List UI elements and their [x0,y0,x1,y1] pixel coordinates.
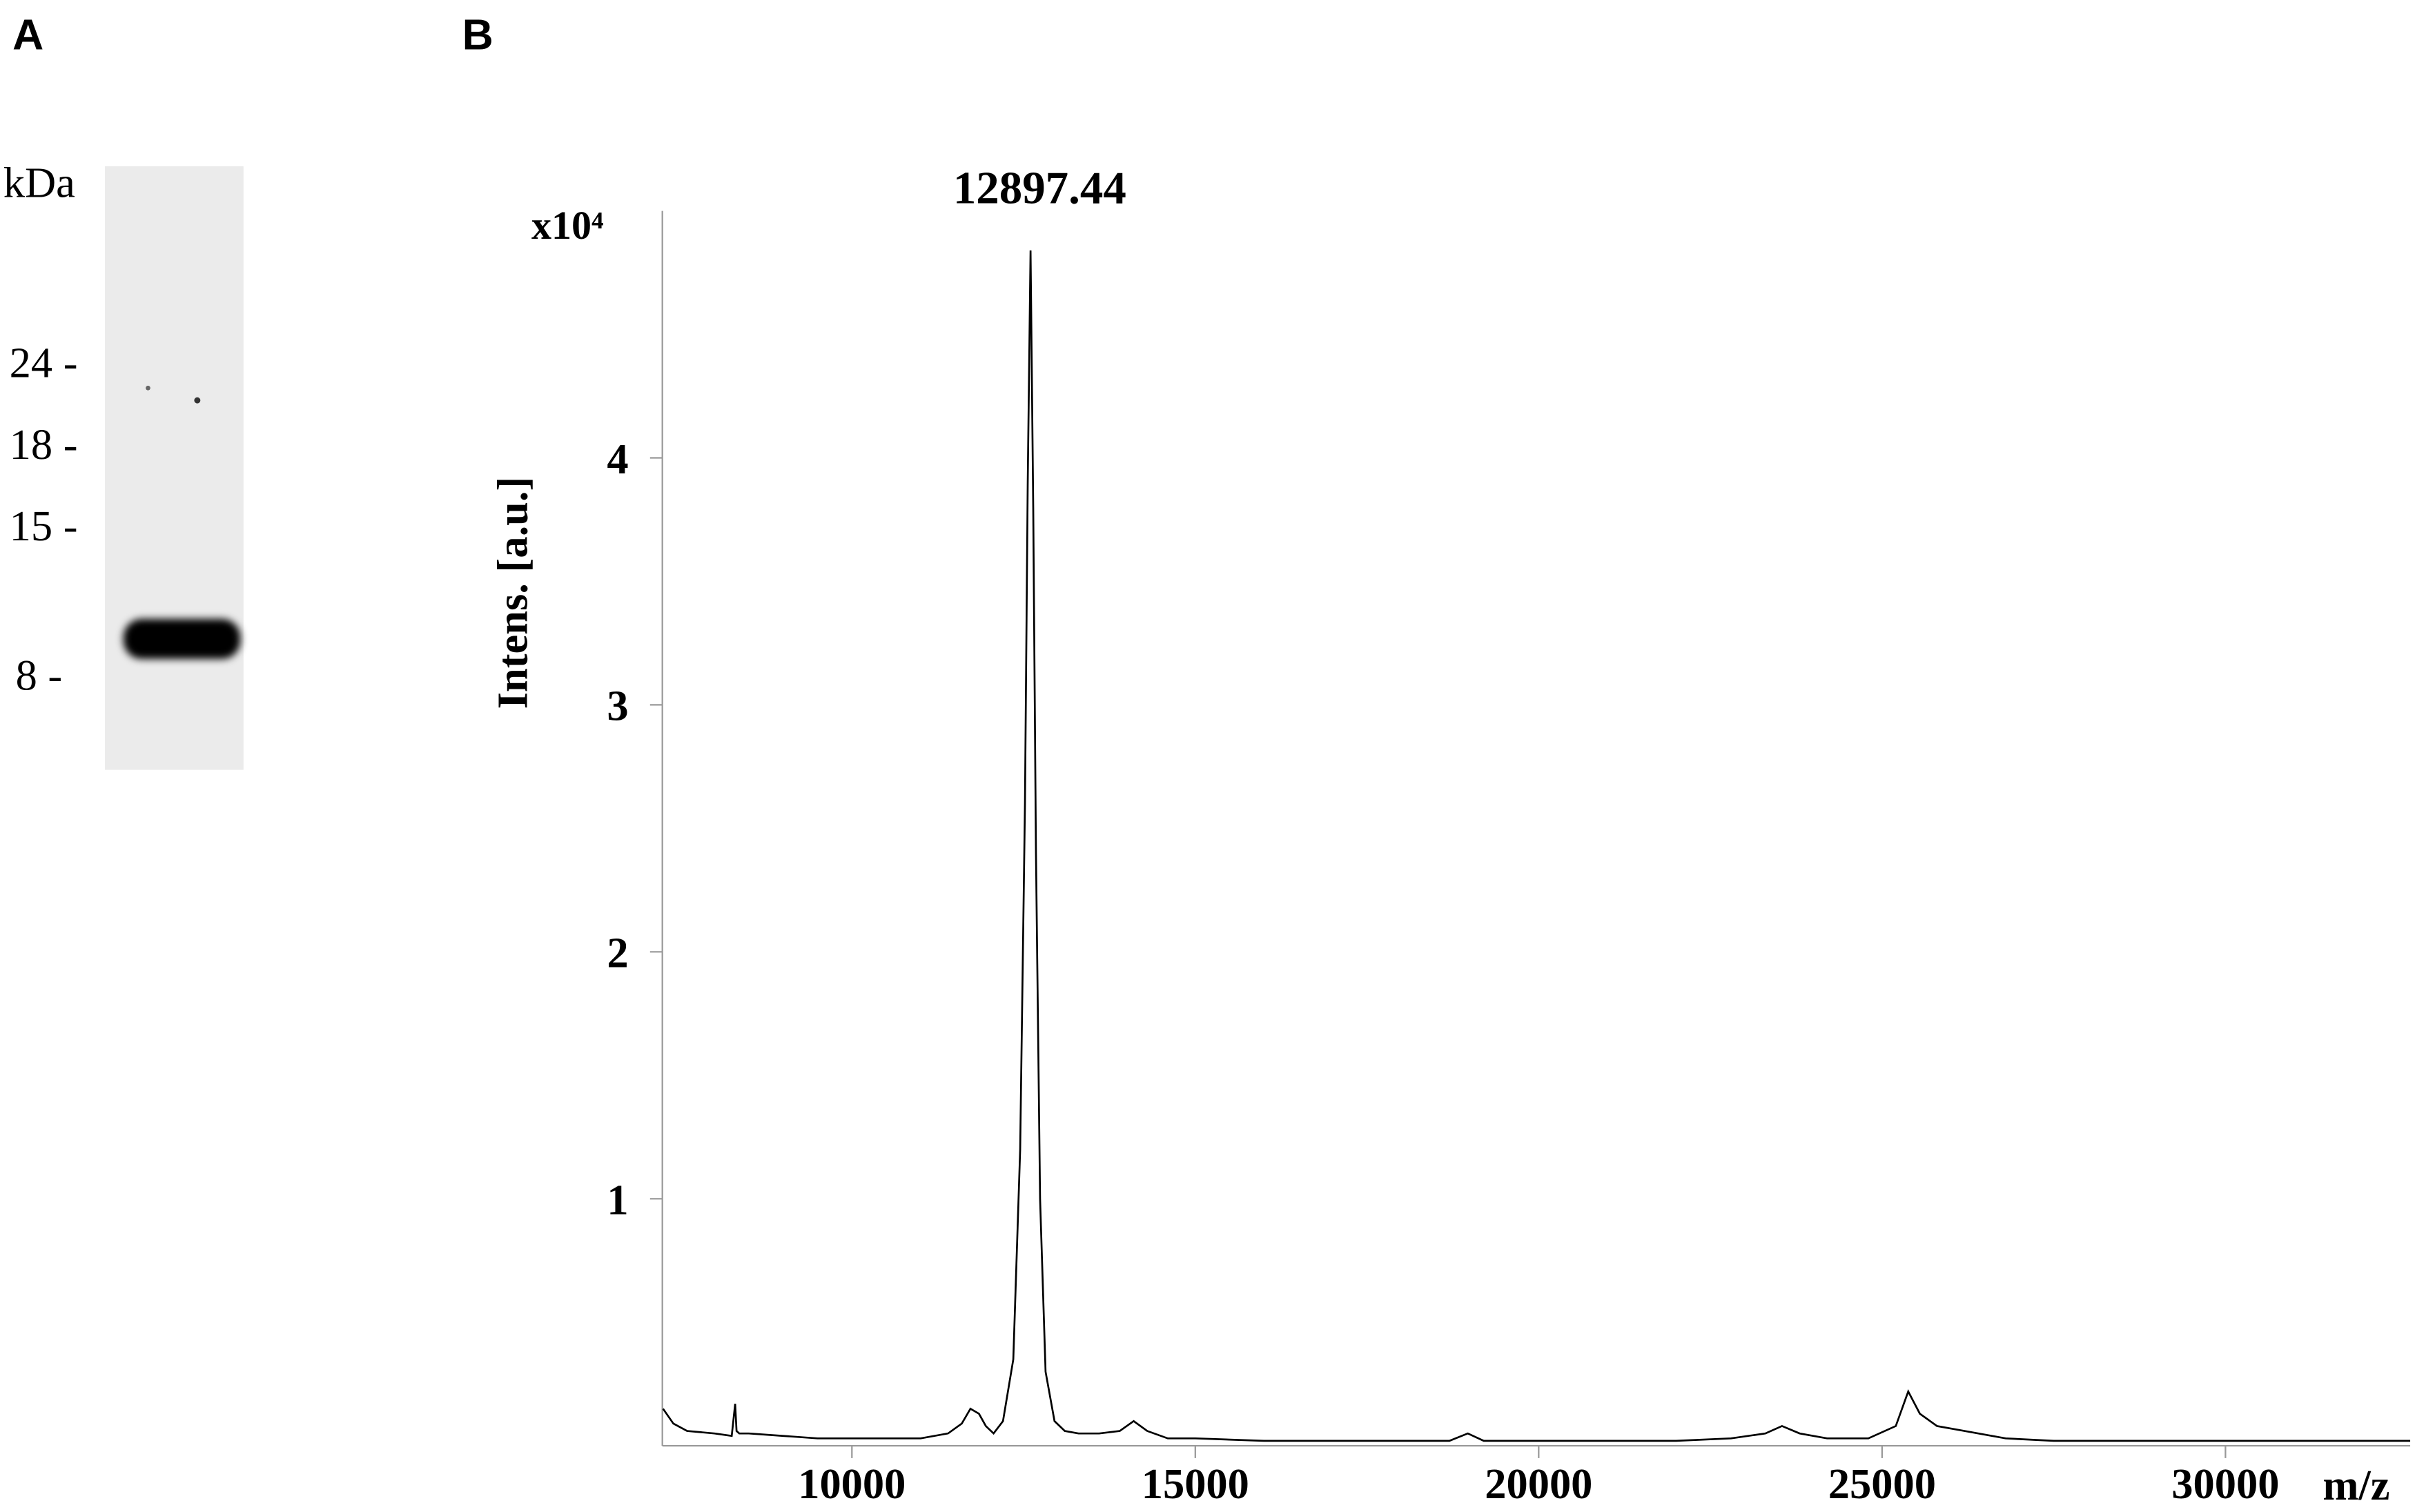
gel-marker: 15 - [10,502,78,550]
gel-speck [194,397,201,404]
gel-speck [146,385,150,391]
y-tick-label: 3 [607,682,628,730]
x-tick-label: 10000 [798,1460,906,1508]
y-tick-label: 4 [607,435,628,483]
y-axis-label: Intens. [a.u.] [488,477,536,709]
x-tick-label: 25000 [1828,1460,1936,1508]
gel-marker: 24 - [10,339,78,387]
gel-marker: 18 - [10,420,78,469]
x-tick-label: 30000 [2171,1460,2279,1508]
gel-band [123,618,241,659]
x-tick-label: 20000 [1485,1460,1592,1508]
x-tick-label: 15000 [1142,1460,1249,1508]
panel-label: A [12,10,43,59]
gel-unit: kDa [3,159,75,207]
scale-label: x10⁴ [531,203,603,248]
spectrum-line [662,250,2411,1442]
gel-lane [104,166,244,770]
peak-annotation: 12897.44 [953,163,1126,214]
y-tick-label: 1 [607,1175,628,1224]
gel-marker: 8 - [16,651,63,700]
y-tick-label: 2 [607,929,628,977]
panel-label: B [462,10,493,59]
x-axis-label: m/z [2323,1461,2389,1509]
